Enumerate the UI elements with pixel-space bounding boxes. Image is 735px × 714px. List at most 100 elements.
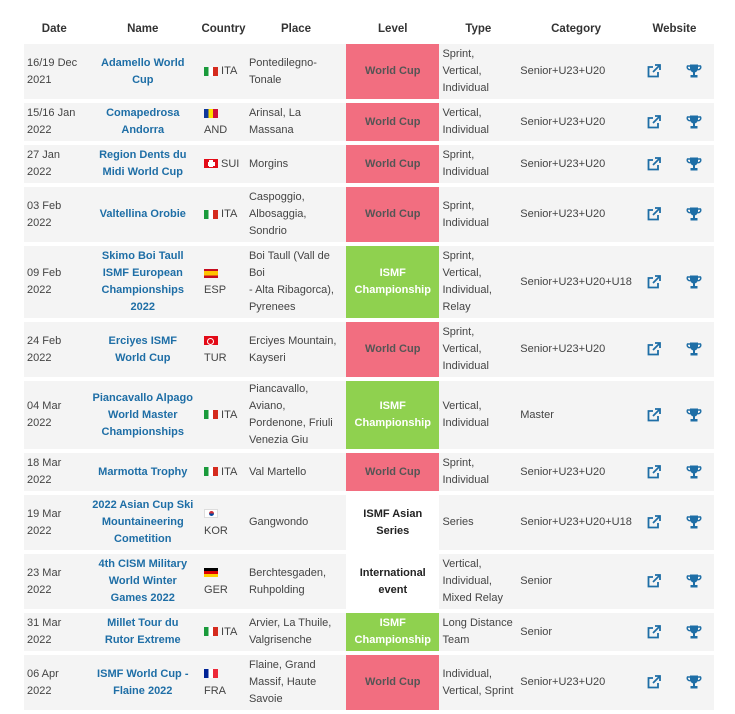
event-level: World Cup (346, 453, 440, 491)
event-type-line: Long Distance (442, 617, 513, 629)
table-row: 23 Mar 2022 4th CISM Military World Winter G… (24, 554, 714, 609)
external-link-icon[interactable] (634, 187, 674, 242)
event-date: 16/19 Dec 2021 (24, 44, 85, 99)
event-category: Senior+U23+U20 (517, 103, 635, 141)
event-name-link[interactable]: 2022 Asian Cup Ski Mountaineering Cometiti… (84, 495, 202, 550)
event-type: Sprint, Vertical, Individual (439, 44, 518, 99)
event-type-line: Individual (442, 360, 489, 372)
country-code: ITA (221, 208, 238, 220)
trophy-icon[interactable] (673, 453, 714, 491)
event-place-line: Ruhpolding (248, 583, 305, 596)
trophy-icon[interactable] (673, 187, 714, 242)
event-name-line: World Master (108, 408, 178, 421)
trophy-icon[interactable] (673, 322, 714, 377)
event-date-line: 18 Mar (27, 457, 62, 469)
trophy-icon[interactable] (673, 655, 714, 710)
event-name-link[interactable]: Skimo Boi Taull ISMF European Championship… (84, 246, 202, 318)
external-link-icon[interactable] (634, 613, 674, 651)
table-row: 19 Mar 2022 2022 Asian Cup Ski Mountaineeri… (24, 495, 714, 550)
external-link-icon[interactable] (634, 495, 674, 550)
header-website: Website (652, 23, 697, 35)
external-link-icon[interactable] (634, 381, 674, 449)
event-place-line: Savoie (248, 693, 283, 705)
event-level-line: event (378, 583, 408, 596)
event-type-line: Individual, (442, 667, 492, 680)
event-name-link[interactable]: Piancavallo Alpago World Master Championsh… (84, 381, 202, 449)
external-link-icon[interactable] (634, 554, 674, 609)
country-code: SUI (221, 157, 240, 170)
trophy-icon[interactable] (673, 246, 714, 318)
event-type-line: Sprint, (442, 250, 475, 262)
event-name-link[interactable]: ISMF World Cup - Flaine 2022 (84, 655, 202, 710)
event-type: Vertical, Individual (439, 103, 518, 141)
event-category: Senior (517, 554, 635, 609)
external-link-icon[interactable] (634, 145, 674, 183)
trophy-icon[interactable] (673, 381, 714, 449)
external-link-icon[interactable] (634, 103, 674, 141)
event-name-line: World Winter (108, 575, 177, 587)
event-place: Pontedilegno-Tonale (245, 44, 347, 99)
event-date: 15/16 Jan 2022 (24, 103, 85, 141)
event-place-line: Erciyes Mountain, (248, 334, 337, 347)
event-place-line: Pordenone, Friuli (248, 417, 333, 429)
event-place-line: Albosaggia, (248, 208, 307, 220)
event-name-link[interactable]: 4th CISM Military World Winter Games 2022 (84, 554, 202, 609)
trophy-icon[interactable] (673, 495, 714, 550)
event-name-link[interactable]: Marmotta Trophy (84, 453, 202, 491)
header-date: Date (41, 23, 67, 35)
flag-esp-icon (204, 268, 219, 278)
event-place-line: Sondrio (248, 225, 287, 237)
event-place: Val Martello (245, 453, 347, 491)
external-link-icon[interactable] (634, 655, 674, 710)
external-link-icon[interactable] (634, 44, 674, 99)
event-type-line: Vertical, Sprint (442, 684, 514, 697)
trophy-icon[interactable] (673, 613, 714, 651)
event-place-line: Morgins (248, 157, 289, 170)
event-level-line: International (359, 566, 426, 579)
event-name-link[interactable]: Comapedrosa Andorra (84, 103, 202, 141)
event-name-link[interactable]: Region Dents du Midi World Cup (84, 145, 202, 183)
event-place-line: Flaine, Grand (248, 659, 316, 671)
event-place-line: - Alta Ribagorca), (248, 284, 334, 296)
event-category: Senior+U23+U20 (517, 655, 635, 710)
event-date: 09 Feb 2022 (24, 246, 85, 318)
header-category: Category (551, 23, 601, 35)
table-row: 24 Feb 2022 Erciyes ISMF World Cup TUR Erciye… (24, 322, 714, 377)
event-name-link[interactable]: Millet Tour du Rutor Extreme (84, 613, 202, 651)
trophy-icon[interactable] (673, 44, 714, 99)
event-country: ITA (201, 187, 246, 242)
event-level-line: Championship (354, 284, 431, 296)
external-link-icon[interactable] (634, 246, 674, 318)
event-type-line: Individual, (442, 284, 492, 296)
event-place-line: Massif, Haute (248, 676, 317, 688)
event-level: World Cup (346, 187, 440, 242)
event-type: Individual, Vertical, Sprint (439, 655, 518, 710)
event-name-link[interactable]: Adamello World Cup (84, 44, 202, 99)
country-code: GER (204, 583, 228, 596)
event-level-line: World Cup (365, 65, 421, 77)
trophy-icon[interactable] (673, 103, 714, 141)
event-name-link[interactable]: Valtellina Orobie (84, 187, 202, 242)
flag-kor-icon (204, 509, 219, 519)
external-link-icon[interactable] (634, 453, 674, 491)
event-name-line: ISMF World Cup - (97, 667, 189, 680)
event-level: World Cup (346, 655, 440, 710)
event-level-line: ISMF Asian (363, 507, 423, 520)
external-link-icon[interactable] (634, 322, 674, 377)
event-category: Senior+U23+U20+U18 (517, 246, 635, 318)
event-type: Sprint, Individual (439, 187, 518, 242)
event-place: Arvier, La Thuile, Valgrisenche (245, 613, 347, 651)
event-type-line: Individual, (442, 575, 492, 587)
trophy-icon[interactable] (673, 554, 714, 609)
trophy-icon[interactable] (673, 145, 714, 183)
event-place-line: Pontedilegno-Tonale (248, 56, 317, 86)
event-name-line: Erciyes ISMF (108, 334, 178, 347)
event-place-line: Boi Taull (Vall de Boi (248, 250, 330, 279)
event-date-line: 2022 (27, 284, 52, 296)
event-name-link[interactable]: Erciyes ISMF World Cup (84, 322, 202, 377)
event-date-line: 2021 (27, 73, 52, 86)
event-category: Senior+U23+U20 (517, 44, 635, 99)
header-place: Place (280, 23, 312, 35)
event-date-line: 2022 (27, 684, 52, 697)
event-level-line: World Cup (365, 465, 421, 478)
